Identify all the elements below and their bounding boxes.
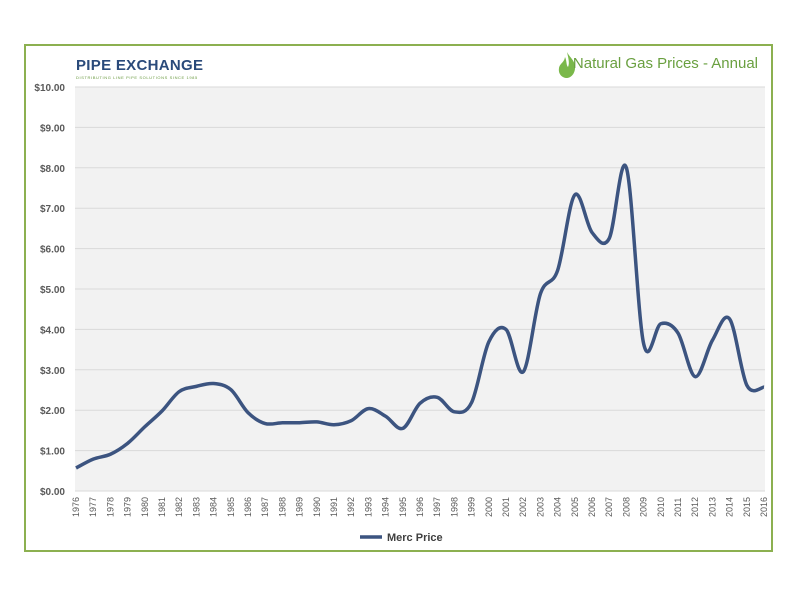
y-tick-label: $3.00 [40,366,65,377]
x-tick-label: 1994 [381,497,391,517]
y-tick-label: $7.00 [40,204,65,215]
x-tick-label: 2014 [725,497,735,517]
x-tick-label: 1986 [243,497,253,517]
x-tick-label: 1990 [312,497,322,517]
y-tick-label: $1.00 [40,447,65,458]
x-tick-label: 1987 [260,497,270,517]
x-tick-label: 2011 [673,498,683,517]
y-tick-label: $2.00 [40,406,65,417]
x-tick-label: 1991 [329,497,339,517]
x-tick-label: 1983 [191,497,201,517]
x-tick-label: 1988 [277,497,287,517]
x-tick-label: 1992 [346,497,356,517]
x-tick-label: 2004 [553,497,563,517]
x-tick-label: 2001 [501,497,511,517]
x-tick-label: 1977 [88,497,98,517]
x-tick-label: 1985 [226,497,236,517]
flame-icon [558,52,576,78]
x-tick-label: 1980 [140,497,150,517]
series-line-merc-price [75,163,765,470]
x-tick-label: 1976 [71,497,81,517]
y-tick-label: $0.00 [40,487,65,498]
y-tick-label: $5.00 [40,285,65,296]
x-tick-label: 2003 [535,497,545,517]
y-tick-label: $8.00 [40,164,65,175]
x-tick-label: 1997 [432,497,442,517]
x-tick-label: 2007 [604,497,614,517]
y-tick-label: $6.00 [40,245,65,256]
logo-name: PIPE EXCHANGE [76,57,204,74]
x-tick-label: 1993 [363,497,373,517]
x-tick-label: 2008 [621,497,631,517]
x-tick-label: 2013 [707,497,717,517]
y-tick-label: $4.00 [40,325,65,336]
x-tick-label: 1984 [209,497,219,517]
x-tick-label: 2005 [570,497,580,517]
x-tick-label: 2002 [518,497,528,517]
logo-tagline: DISTRIBUTING LINE PIPE SOLUTIONS SINCE 1… [76,75,198,80]
chart-frame [24,44,773,552]
legend-label: Merc Price [387,532,443,544]
x-tick-label: 1999 [467,497,477,517]
x-tick-label: 1995 [398,497,408,517]
pipe-exchange-logo: PIPE EXCHANGE DISTRIBUTING LINE PIPE SOLU… [76,57,203,80]
x-tick-label: 1989 [295,497,305,517]
x-tick-label: 2012 [690,497,700,517]
x-tick-label: 2000 [484,497,494,517]
x-tick-label: 2016 [759,497,769,517]
x-tick-label: 1981 [157,497,167,517]
x-tick-label: 2015 [742,497,752,517]
y-tick-label: $10.00 [34,83,65,94]
x-tick-label: 1996 [415,497,425,517]
y-tick-label: $9.00 [40,123,65,134]
chart-title: Natural Gas Prices - Annual [572,55,758,72]
x-tick-label: 2006 [587,497,597,517]
x-tick-label: 1979 [123,497,133,517]
x-tick-label: 1998 [449,497,459,517]
x-tick-label: 2009 [639,497,649,517]
x-tick-label: 1982 [174,497,184,517]
x-tick-label: 2010 [656,497,666,517]
x-tick-label: 1978 [105,497,115,517]
